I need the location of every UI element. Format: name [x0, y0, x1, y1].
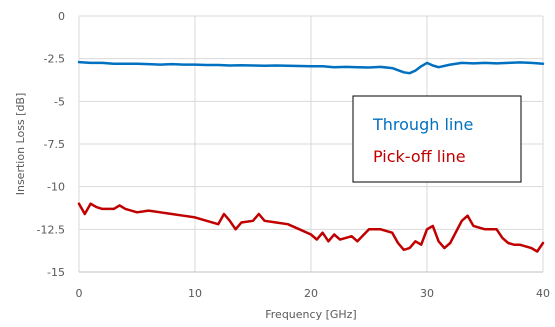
x-tick-label: 0: [76, 287, 83, 300]
y-tick-label: -5: [54, 95, 65, 108]
y-tick-label: -15: [47, 266, 65, 279]
x-tick-label: 10: [188, 287, 202, 300]
series-through-line: [77, 60, 545, 75]
x-tick-label: 20: [304, 287, 318, 300]
plot-area: [77, 60, 545, 253]
x-axis-title: Frequency [GHz]: [265, 308, 356, 321]
series-pick-off-line: [77, 202, 545, 253]
y-tick-label: -10: [47, 181, 65, 194]
x-tick-label: 40: [536, 287, 550, 300]
legend-entry-pick-off-line: Pick-off line: [373, 147, 466, 166]
x-tick-label: 30: [420, 287, 434, 300]
legend-box: [352, 95, 522, 183]
y-axis-title: Insertion Loss [dB]: [14, 93, 27, 196]
y-tick-label: -12.5: [37, 223, 65, 236]
y-tick-label: 0: [58, 10, 65, 23]
legend: Through line Pick-off line: [352, 95, 522, 183]
y-tick-label: -7.5: [44, 138, 65, 151]
legend-entry-through-line: Through line: [372, 115, 473, 134]
y-tick-label: -2.5: [44, 53, 65, 66]
tick-labels: 0 -2.5 -5 -7.5 -10 -12.5 -15 0 10 20 30 40: [37, 10, 550, 300]
